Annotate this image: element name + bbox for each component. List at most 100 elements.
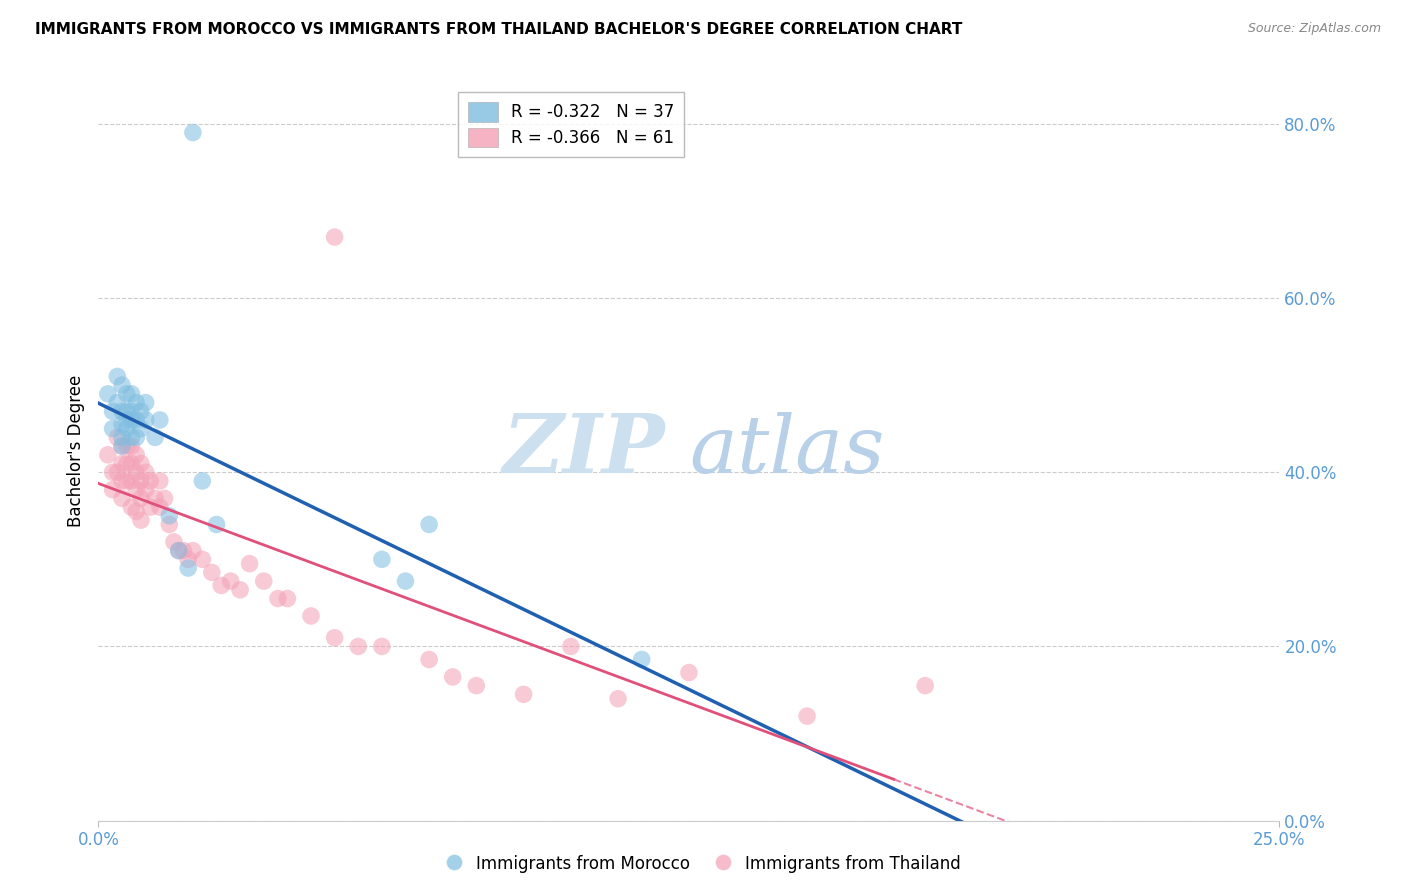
Point: [129, 491, 152, 506]
Point: [111, 378, 134, 392]
Point: [209, 578, 232, 592]
Point: [115, 422, 138, 436]
Point: [115, 404, 138, 418]
Point: [121, 439, 143, 453]
Point: [560, 640, 582, 654]
Point: [125, 504, 148, 518]
Point: [115, 439, 138, 453]
Text: Source: ZipAtlas.com: Source: ZipAtlas.com: [1247, 22, 1381, 36]
Point: [115, 413, 138, 427]
Point: [105, 369, 128, 384]
Point: [267, 591, 290, 606]
Point: [129, 457, 152, 471]
Point: [125, 448, 148, 462]
Point: [172, 543, 194, 558]
Point: [97, 448, 120, 462]
Point: [111, 417, 134, 432]
Point: [191, 552, 214, 566]
Y-axis label: Bachelor's Degree: Bachelor's Degree: [66, 375, 84, 526]
Point: [253, 574, 276, 588]
Point: [143, 430, 166, 444]
Point: [394, 574, 416, 588]
Point: [418, 517, 440, 532]
Point: [115, 387, 138, 401]
Point: [607, 691, 630, 706]
Point: [115, 474, 138, 488]
Point: [115, 457, 138, 471]
Text: IMMIGRANTS FROM MOROCCO VS IMMIGRANTS FROM THAILAND BACHELOR'S DEGREE CORRELATIO: IMMIGRANTS FROM MOROCCO VS IMMIGRANTS FR…: [35, 22, 963, 37]
Point: [276, 591, 298, 606]
Point: [323, 631, 346, 645]
Point: [139, 500, 162, 514]
Point: [125, 395, 148, 409]
Text: atlas: atlas: [689, 412, 884, 489]
Point: [441, 670, 464, 684]
Point: [105, 465, 128, 479]
Point: [121, 457, 143, 471]
Point: [111, 404, 134, 418]
Point: [371, 552, 394, 566]
Point: [157, 508, 180, 523]
Point: [129, 404, 152, 418]
Point: [101, 404, 124, 418]
Point: [105, 430, 128, 444]
Point: [101, 422, 124, 436]
Point: [153, 491, 176, 506]
Point: [111, 430, 134, 444]
Point: [139, 474, 162, 488]
Point: [135, 465, 157, 479]
Point: [796, 709, 818, 723]
Point: [371, 640, 394, 654]
Point: [125, 430, 148, 444]
Point: [135, 483, 157, 497]
Point: [121, 474, 143, 488]
Point: [105, 395, 128, 409]
Point: [181, 126, 204, 140]
Point: [125, 465, 148, 479]
Point: [129, 474, 152, 488]
Point: [129, 422, 152, 436]
Point: [111, 439, 134, 453]
Point: [101, 483, 124, 497]
Point: [111, 457, 134, 471]
Point: [135, 395, 157, 409]
Point: [143, 491, 166, 506]
Point: [630, 652, 652, 666]
Point: [149, 474, 172, 488]
Legend: Immigrants from Morocco, Immigrants from Thailand: Immigrants from Morocco, Immigrants from…: [439, 848, 967, 880]
Point: [167, 543, 190, 558]
Point: [101, 465, 124, 479]
Point: [201, 566, 224, 580]
Point: [121, 387, 143, 401]
Point: [149, 413, 172, 427]
Text: ZIP: ZIP: [503, 410, 665, 491]
Point: [229, 582, 252, 597]
Point: [157, 517, 180, 532]
Point: [177, 552, 200, 566]
Point: [121, 404, 143, 418]
Point: [121, 413, 143, 427]
Point: [177, 561, 200, 575]
Point: [191, 474, 214, 488]
Point: [135, 413, 157, 427]
Point: [512, 687, 534, 701]
Point: [129, 513, 152, 527]
Point: [678, 665, 700, 680]
Point: [121, 500, 143, 514]
Point: [125, 413, 148, 427]
Point: [111, 439, 134, 453]
Point: [167, 543, 190, 558]
Point: [163, 535, 186, 549]
Point: [323, 230, 346, 244]
Point: [299, 609, 322, 624]
Point: [205, 517, 228, 532]
Point: [181, 543, 204, 558]
Point: [465, 679, 488, 693]
Point: [219, 574, 242, 588]
Point: [121, 430, 143, 444]
Point: [347, 640, 370, 654]
Point: [149, 500, 172, 514]
Point: [125, 483, 148, 497]
Point: [239, 557, 262, 571]
Point: [111, 491, 134, 506]
